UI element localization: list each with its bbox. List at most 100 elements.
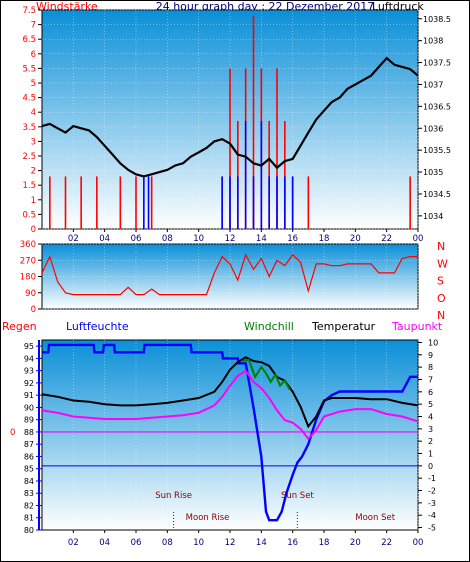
temperature-axis-tick-label: 6 xyxy=(428,388,433,397)
x-axis-tick-label: 04 xyxy=(99,538,110,548)
x-axis-tick-label: 14 xyxy=(256,538,267,548)
wind-direction-line xyxy=(42,253,418,296)
humidity-axis-tick-label: 90 xyxy=(24,403,34,412)
x-axis-tick-label: 18 xyxy=(319,538,330,548)
x-axis-tick-label: 02 xyxy=(68,538,79,548)
humidity-axis-tick-label: 85 xyxy=(24,465,34,474)
wind-axis-tick-label: 4.5 xyxy=(22,94,36,104)
humidity-axis-tick-label: 91 xyxy=(24,391,34,400)
humidity-axis-tick-label: 86 xyxy=(24,452,34,461)
temperature-axis-tick-label: 8 xyxy=(428,363,433,372)
temperature-axis-tick-label: 0 xyxy=(428,462,433,471)
pressure-axis-tick-label: 1036.5 xyxy=(423,102,451,111)
compass-label: N xyxy=(437,309,445,322)
temperature-axis-tick-label: 9 xyxy=(428,351,433,360)
wind-axis-tick-label: 6 xyxy=(31,50,36,60)
humidity-axis-tick-label: 94 xyxy=(24,354,34,363)
direction-axis-tick-label: 0 xyxy=(31,305,36,315)
x-axis-tick-label: 10 xyxy=(193,538,204,548)
wind-axis-tick-label: 4 xyxy=(31,108,36,118)
wind-axis-tick-label: 1 xyxy=(31,196,36,206)
temperature-axis-tick-label: 4 xyxy=(428,412,433,421)
astro-label: Sun Set xyxy=(281,491,314,501)
astro-label: Moon Rise xyxy=(186,513,230,523)
x-axis-tick-label: 08 xyxy=(162,538,173,548)
pressure-axis-tick-label: 1036 xyxy=(423,124,443,133)
temperature-axis-tick-label: 10 xyxy=(428,338,438,347)
humidity-axis-tick-label: 95 xyxy=(24,342,34,351)
temperature-axis-tick-label: 5 xyxy=(428,400,433,409)
x-axis-tick-label: 06 xyxy=(131,538,142,548)
direction-axis-tick-label: 270 xyxy=(20,256,36,266)
x-axis-tick-label: 20 xyxy=(350,538,361,548)
x-axis-tick-label: 12 xyxy=(225,234,236,244)
direction-axis-tick-label: 360 xyxy=(20,240,36,250)
wind-axis-tick-label: 7 xyxy=(31,21,36,31)
direction-axis-tick-label: 90 xyxy=(25,289,36,299)
direction-axis-tick-label: 180 xyxy=(20,273,36,283)
legend-rain: Regen xyxy=(2,320,37,333)
wind-axis-tick-label: 2.5 xyxy=(22,152,36,162)
humidity-axis-tick-label: 81 xyxy=(24,514,34,523)
x-axis-tick-label: 22 xyxy=(381,234,392,244)
humidity-axis-tick-label: 83 xyxy=(24,489,34,498)
wind-axis-tick-label: 5 xyxy=(31,79,36,89)
x-axis-tick-label: 22 xyxy=(381,538,392,548)
temperature-axis-tick-label: -5 xyxy=(428,524,436,533)
pressure-axis-tick-label: 1035 xyxy=(423,168,443,177)
x-axis-tick-label: 00 xyxy=(413,234,424,244)
pressure-axis-tick-label: 1034.5 xyxy=(423,190,451,199)
x-axis-tick-label: 10 xyxy=(193,234,204,244)
wind-pressure-panel: 0 0.5 1 1.5 2 2.5 3 3.5 4 4.5 5 5.5 6 6.5 7 7.5 1034 103… xyxy=(22,6,451,244)
legend-humidity: Luftfeuchte xyxy=(66,320,129,333)
compass-label: N xyxy=(437,240,445,253)
humidity-axis-tick-label: 93 xyxy=(24,367,34,376)
legend-temperature: Temperatur xyxy=(311,320,376,333)
temperature-axis-tick-label: 3 xyxy=(428,425,433,434)
x-axis-tick-label: 12 xyxy=(225,538,236,548)
temperature-line xyxy=(42,356,418,429)
wind-axis-tick-label: 7.5 xyxy=(22,6,36,16)
wind-axis-tick-label: 6.5 xyxy=(22,35,36,45)
wind-axis-tick-label: 2 xyxy=(31,167,36,177)
humidity-temperature-legend: Regen Luftfeuchte Windchill Temperatur T… xyxy=(2,320,443,333)
x-axis-tick-label: 14 xyxy=(256,234,267,244)
wind-axis-tick-label: 1.5 xyxy=(22,181,36,191)
humidity-axis-tick-label: 84 xyxy=(24,477,34,486)
wind-axis-tick-label: 3 xyxy=(31,137,36,147)
wind-axis-tick-label: 0.5 xyxy=(22,210,36,220)
wind-axis-tick-label: 5.5 xyxy=(22,64,36,74)
pressure-axis-tick-label: 1037 xyxy=(423,80,443,89)
x-axis-tick-label: 00 xyxy=(413,538,424,548)
humidity-line xyxy=(42,343,418,522)
compass-label: O xyxy=(437,292,446,305)
humidity-axis-tick-label: 80 xyxy=(24,526,34,535)
temperature-axis-tick-label: 7 xyxy=(428,375,433,384)
temperature-axis-tick-label: -1 xyxy=(428,474,436,483)
x-axis-tick-label: 02 xyxy=(68,234,79,244)
astro-label: Sun Rise xyxy=(155,491,192,501)
pressure-axis-tick-label: 1035.5 xyxy=(423,146,451,155)
pressure-axis-tick-label: 1038.5 xyxy=(423,15,451,24)
windchill-line xyxy=(242,358,291,390)
pressure-axis-tick-label: 1038 xyxy=(423,37,443,46)
wind-axis-tick-label: 3.5 xyxy=(22,123,36,133)
temperature-axis-tick-label: 1 xyxy=(428,450,433,459)
humidity-axis-tick-label: 89 xyxy=(24,416,34,425)
astro-label: Moon Set xyxy=(355,513,395,523)
humidity-temperature-plot-area xyxy=(41,339,419,531)
x-axis-tick-label: 04 xyxy=(99,234,110,244)
temperature-axis-tick-label: 2 xyxy=(428,437,433,446)
humidity-axis-tick-label: 88 xyxy=(24,428,34,437)
pressure-axis-tick-label: 1037.5 xyxy=(423,59,451,68)
rain-axis-zero-label: 0 xyxy=(10,428,15,438)
legend-dewpoint: Taupunkt xyxy=(391,320,443,333)
x-axis-tick-label: 16 xyxy=(287,234,298,244)
compass-label: S xyxy=(437,275,444,288)
compass-label: W xyxy=(437,257,448,270)
pressure-axis-tick-label: 1034 xyxy=(423,212,443,221)
x-axis-tick-label: 20 xyxy=(350,234,361,244)
